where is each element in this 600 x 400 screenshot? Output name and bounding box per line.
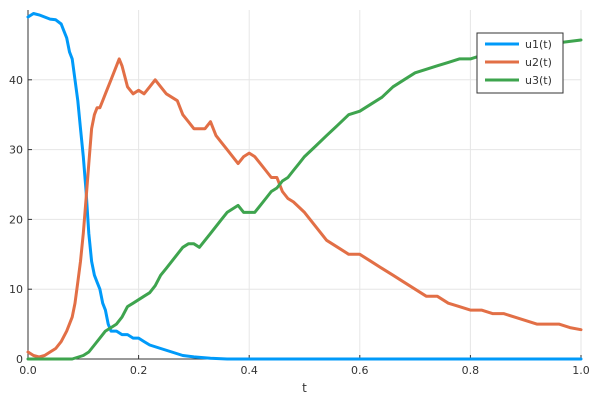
series-lines [26,12,583,361]
x-tick-label: 0.8 [462,364,480,377]
y-tick-label: 30 [9,144,23,157]
x-tick-label: 0.6 [351,364,369,377]
axes: 0.0 0.2 0.4 0.6 0.8 1.0 0 10 20 30 40 [9,10,590,377]
x-tick-label: 1.0 [572,364,590,377]
series-line-3 [26,38,583,361]
series-line-2 [26,57,583,359]
y-tick-label: 0 [16,353,23,366]
series-line-1 [26,12,583,361]
y-tick-label: 40 [9,74,23,87]
y-tick-label: 20 [9,213,23,226]
x-axis-title: t [302,381,307,395]
x-tick-label: 0.4 [240,364,258,377]
y-tick-label: 10 [9,283,23,296]
x-tick-label: 0.0 [19,364,37,377]
x-tick-label: 0.2 [130,364,148,377]
legend: u1(t) u2(t) u3(t) [476,32,564,94]
legend-label: u1(t) [525,38,552,51]
legend-label: u3(t) [525,74,552,87]
legend-label: u2(t) [525,56,552,69]
